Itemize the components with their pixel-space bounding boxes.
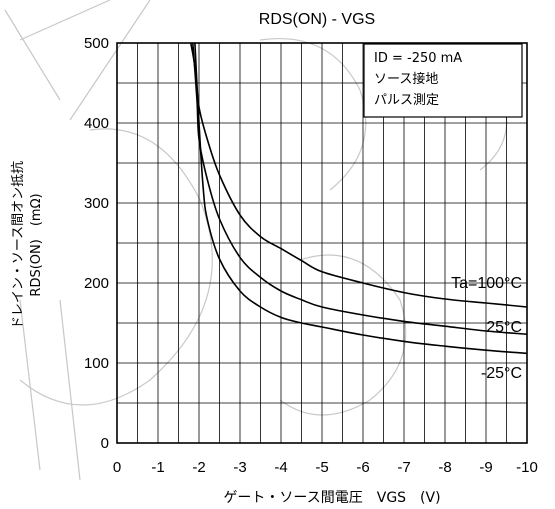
x-axis-label: ゲート・ソース間電圧 VGS (V) xyxy=(223,490,440,506)
series-line-0 xyxy=(190,42,528,308)
y-axis-label-line-2: RDS(ON) (mΩ) xyxy=(29,193,44,296)
series-label-minus25c: -25°C xyxy=(481,365,522,382)
y-axis-label-line-1: ドレイン・ソース間オン抵抗 xyxy=(11,161,26,329)
x-tick-label: 0 xyxy=(113,459,121,476)
condition-line-1: ID = -250 mA xyxy=(374,51,462,66)
x-tick-label: -6 xyxy=(356,459,369,476)
condition-line-2: ソース接地 xyxy=(374,71,438,87)
conditions-box: ID = -250 mA ソース接地 パルス測定 xyxy=(363,43,523,118)
series-label-25c: 25°C xyxy=(486,319,522,336)
x-tick-label: -10 xyxy=(516,459,538,476)
x-tick-label: -2 xyxy=(192,459,205,476)
y-tick-label: 400 xyxy=(84,115,109,132)
y-tick-label: 0 xyxy=(101,435,109,452)
x-tick-label: -9 xyxy=(479,459,492,476)
plot-frame xyxy=(116,42,528,444)
x-tick-label: -1 xyxy=(151,459,164,476)
series-line-2 xyxy=(194,42,528,355)
y-tick-label: 500 xyxy=(84,35,109,52)
x-tick-label: -4 xyxy=(274,459,287,476)
series-label-100c: Ta=100°C xyxy=(451,275,522,292)
y-tick-label: 300 xyxy=(84,195,109,212)
x-tick-label: -3 xyxy=(233,459,246,476)
y-tick-labels: 0 100 200 300 400 500 xyxy=(84,35,109,452)
y-axis-label-sub: RDS(ON) (mΩ) xyxy=(29,193,44,296)
y-tick-label: 200 xyxy=(84,275,109,292)
y-axis-label: ドレイン・ソース間オン抵抗 xyxy=(11,161,26,329)
condition-line-3: パルス測定 xyxy=(374,93,439,108)
y-tick-label: 100 xyxy=(84,355,109,372)
x-tick-label: -8 xyxy=(438,459,451,476)
x-tick-labels: 0 -1 -2 -3 -4 -5 -6 -7 -8 -9 -10 xyxy=(113,459,538,476)
conditions-box-frame xyxy=(363,43,523,118)
x-tick-label: -7 xyxy=(397,459,410,476)
chart-title: RDS(ON) - VGS xyxy=(259,11,375,28)
grid xyxy=(116,42,528,444)
x-tick-label: -5 xyxy=(315,459,328,476)
series-curves xyxy=(190,42,528,355)
